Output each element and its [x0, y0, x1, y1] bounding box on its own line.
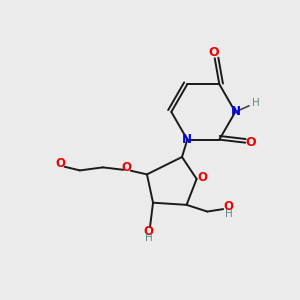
- Text: O: O: [224, 200, 234, 213]
- Text: H: H: [252, 98, 260, 108]
- Text: O: O: [208, 46, 218, 59]
- Text: O: O: [245, 136, 256, 149]
- Text: O: O: [122, 161, 131, 174]
- Text: O: O: [143, 225, 154, 238]
- Text: H: H: [145, 233, 152, 243]
- Text: N: N: [231, 105, 241, 119]
- Text: O: O: [198, 171, 208, 184]
- Text: N: N: [182, 133, 192, 146]
- Text: O: O: [55, 157, 65, 170]
- Text: H: H: [225, 209, 232, 219]
